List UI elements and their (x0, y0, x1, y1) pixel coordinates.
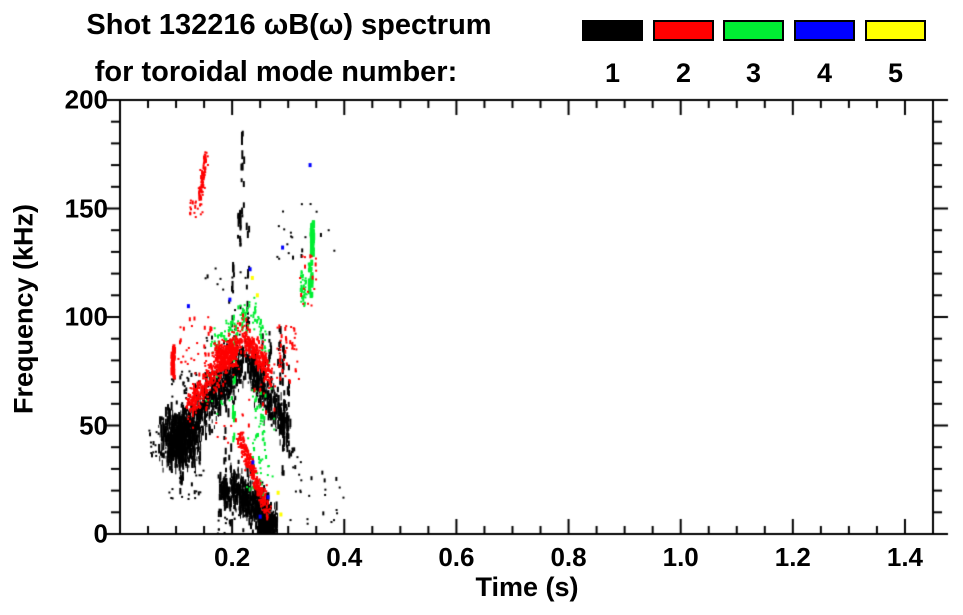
x-tick-label-1.4: 1.4 (886, 542, 924, 572)
x-tick-label-1.0: 1.0 (662, 542, 699, 572)
x-tick-label-0.2: 0.2 (214, 542, 251, 572)
y-tick-label-200: 200 (64, 84, 108, 115)
legend-swatch-mode-3 (723, 20, 784, 41)
y-tick-label-100: 100 (64, 301, 108, 332)
legend-label-mode-3: 3 (745, 58, 762, 88)
legend-swatch-mode-5 (865, 20, 926, 41)
chart-title-line1: Shot 132216 ωB(ω) spectrum (86, 9, 492, 41)
legend-swatch-mode-2 (653, 20, 714, 41)
y-tick-label-0: 0 (93, 518, 108, 549)
x-tick-label-1.2: 1.2 (774, 542, 811, 572)
y-tick-label-50: 50 (79, 410, 108, 440)
legend-label-mode-1: 1 (604, 58, 621, 88)
y-axis-label: Frequency (kHz) (8, 203, 39, 415)
x-tick-label-0.4: 0.4 (326, 542, 363, 572)
legend-label-mode-4: 4 (816, 58, 833, 88)
x-tick-label-0.6: 0.6 (438, 542, 475, 572)
chart-title-line2: for toroidal mode number: (94, 56, 458, 88)
y-tick-label-150: 150 (64, 193, 108, 223)
legend-swatch-mode-1 (582, 20, 643, 41)
legend-swatch-mode-4 (794, 20, 855, 41)
legend-label-mode-5: 5 (887, 58, 904, 88)
x-tick-label-0.8: 0.8 (550, 542, 587, 572)
legend-label-mode-2: 2 (675, 58, 692, 88)
x-axis-label: Time (s) (475, 572, 579, 602)
